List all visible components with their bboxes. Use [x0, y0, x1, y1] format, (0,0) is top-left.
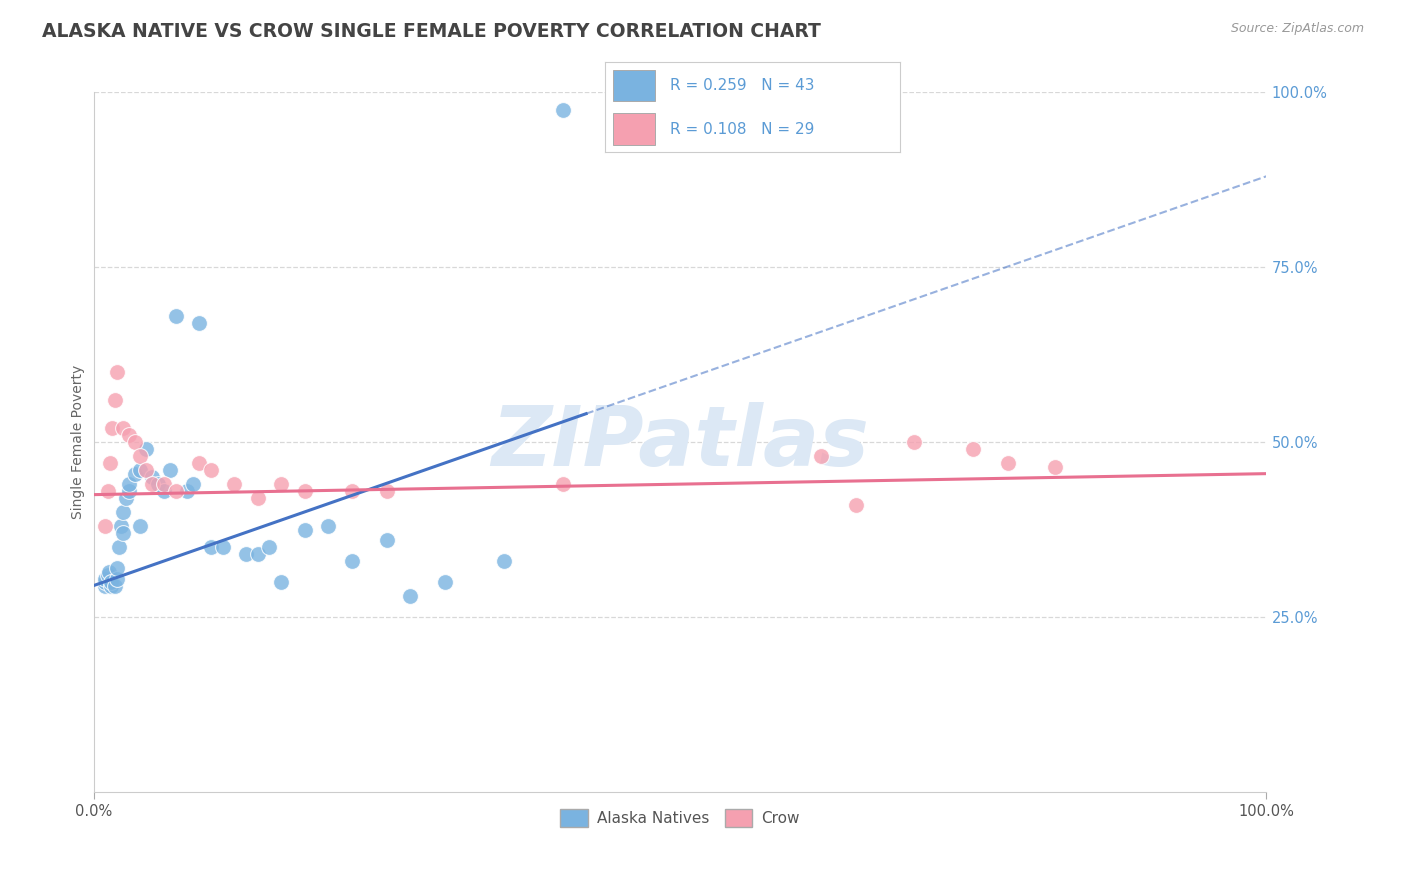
- Point: [105, 561, 128, 575]
- Y-axis label: Single Female Poverty: Single Female Poverty: [72, 365, 86, 519]
- Point: [153, 484, 176, 499]
- Point: [124, 467, 146, 481]
- Text: Source: ZipAtlas.com: Source: ZipAtlas.com: [1230, 22, 1364, 36]
- Point: [159, 463, 181, 477]
- Point: [100, 575, 122, 590]
- Point: [129, 519, 152, 533]
- Point: [997, 456, 1019, 470]
- Point: [105, 572, 128, 586]
- Point: [135, 463, 157, 477]
- Point: [129, 463, 152, 477]
- Point: [294, 523, 316, 537]
- Point: [135, 442, 157, 457]
- Point: [97, 565, 120, 579]
- Point: [118, 477, 141, 491]
- Point: [118, 428, 141, 442]
- Point: [129, 449, 152, 463]
- Point: [340, 554, 363, 568]
- Point: [903, 435, 925, 450]
- Point: [104, 578, 127, 592]
- Point: [115, 491, 138, 505]
- Point: [101, 421, 124, 435]
- Point: [246, 491, 269, 505]
- Point: [108, 540, 131, 554]
- Point: [294, 484, 316, 499]
- Point: [111, 505, 134, 519]
- Text: ALASKA NATIVE VS CROW SINGLE FEMALE POVERTY CORRELATION CHART: ALASKA NATIVE VS CROW SINGLE FEMALE POVE…: [42, 22, 821, 41]
- Point: [105, 365, 128, 379]
- Point: [224, 477, 246, 491]
- Point: [551, 103, 574, 117]
- Point: [270, 575, 292, 590]
- Point: [165, 484, 187, 499]
- Text: R = 0.259   N = 43: R = 0.259 N = 43: [669, 78, 814, 93]
- Text: ZIPatlas: ZIPatlas: [491, 401, 869, 483]
- Point: [200, 463, 222, 477]
- Point: [146, 477, 169, 491]
- Point: [340, 484, 363, 499]
- Point: [176, 484, 198, 499]
- Point: [235, 547, 257, 561]
- Point: [141, 477, 163, 491]
- Point: [97, 568, 120, 582]
- Point: [375, 484, 398, 499]
- Point: [98, 456, 121, 470]
- Point: [270, 477, 292, 491]
- Point: [118, 484, 141, 499]
- Point: [104, 393, 127, 408]
- Point: [111, 526, 134, 541]
- Point: [962, 442, 984, 457]
- Point: [316, 519, 339, 533]
- Point: [165, 310, 187, 324]
- Point: [188, 456, 211, 470]
- Point: [434, 575, 457, 590]
- Point: [100, 578, 122, 592]
- Point: [111, 421, 134, 435]
- Point: [246, 547, 269, 561]
- FancyBboxPatch shape: [613, 113, 655, 145]
- Point: [1045, 459, 1067, 474]
- Point: [200, 540, 222, 554]
- Point: [259, 540, 281, 554]
- Point: [810, 449, 832, 463]
- Point: [153, 477, 176, 491]
- Point: [181, 477, 204, 491]
- Point: [110, 519, 132, 533]
- Point: [94, 572, 117, 586]
- Point: [94, 578, 117, 592]
- Point: [492, 554, 515, 568]
- Point: [845, 498, 868, 512]
- Point: [94, 575, 117, 590]
- FancyBboxPatch shape: [613, 70, 655, 101]
- Point: [399, 589, 422, 603]
- Point: [97, 484, 120, 499]
- Point: [551, 477, 574, 491]
- Point: [375, 533, 398, 547]
- Point: [124, 435, 146, 450]
- Point: [141, 470, 163, 484]
- Legend: Alaska Natives, Crow: Alaska Natives, Crow: [554, 803, 806, 833]
- Point: [94, 519, 117, 533]
- Point: [188, 316, 211, 330]
- Point: [211, 540, 233, 554]
- Text: R = 0.108   N = 29: R = 0.108 N = 29: [669, 122, 814, 137]
